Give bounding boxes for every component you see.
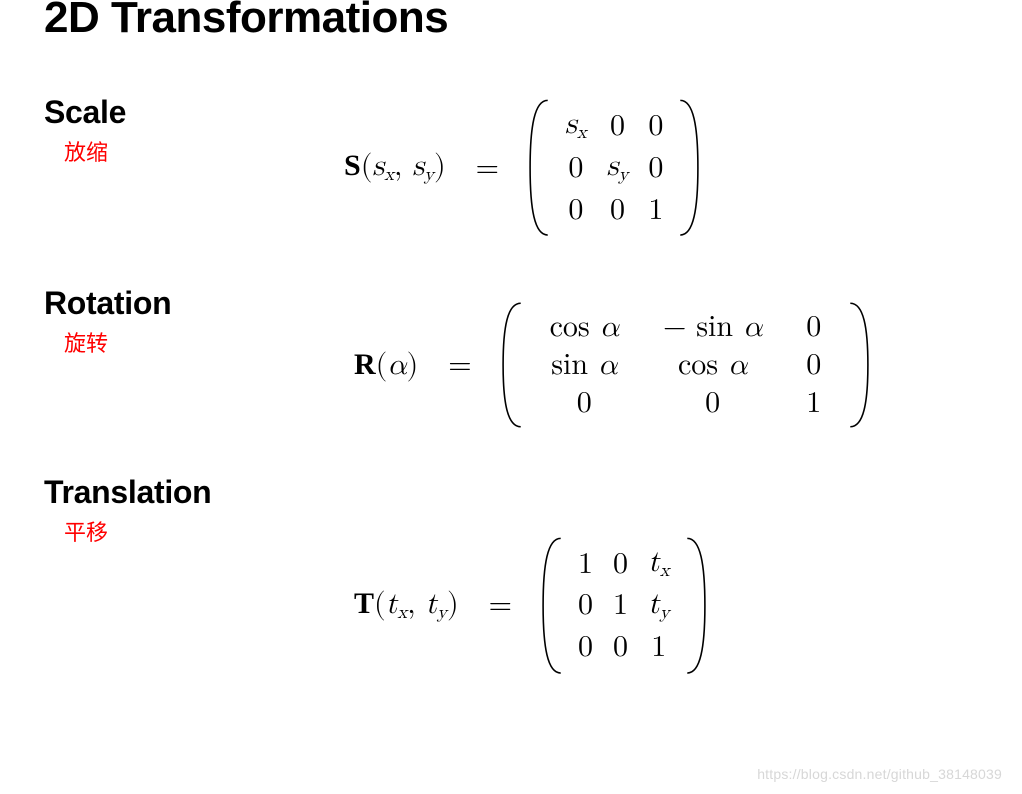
matrix-cell: 1 — [638, 191, 673, 229]
matrix-cell: 0 — [600, 107, 635, 145]
matrix-cell: sy — [597, 147, 639, 189]
function-args: tx, ty — [386, 589, 447, 619]
matrix-cell: 1 — [641, 628, 676, 666]
matrix-cell: 1 — [784, 384, 843, 422]
matrix-grid: cos α− sin α0sin αcos α0001 — [524, 302, 848, 428]
section-annotation: 平移 — [64, 515, 978, 547]
matrix-cell: 0 — [603, 628, 638, 666]
equals-sign: = — [444, 350, 475, 380]
matrix-cell: cos α — [656, 346, 769, 384]
matrix-cell: sin α — [529, 346, 639, 384]
matrix-cell: 0 — [638, 107, 673, 145]
matrix-cell: sx — [555, 105, 597, 147]
section-annotation: 放缩 — [64, 135, 978, 167]
matrix-cell: 0 — [784, 308, 843, 346]
matrix-cell: cos α — [528, 308, 641, 346]
matrix-cell: 0 — [555, 384, 614, 422]
matrix-translation: 10tx01ty001 — [542, 537, 706, 674]
paren-right-icon — [847, 302, 869, 428]
function-lhs: R(α) — [354, 350, 418, 380]
page: 2D Transformations Scale 放缩 S(sx, sy) = … — [0, 0, 1022, 674]
matrix-grid: 10tx01ty001 — [564, 537, 684, 674]
matrix-cell: 1 — [568, 545, 603, 583]
function-symbol: S — [344, 149, 361, 182]
function-lhs: T(tx, ty) — [354, 589, 459, 623]
function-symbol: R — [354, 348, 376, 381]
paren-right-icon — [677, 99, 699, 236]
matrix-cell: 0 — [558, 149, 593, 187]
matrix-cell: 0 — [600, 191, 635, 229]
matrix-cell: 0 — [603, 545, 638, 583]
paren-right-icon — [684, 537, 706, 674]
matrix-cell: ty — [638, 585, 680, 627]
equation-translation: T(tx, ty) = 10tx01ty001 — [354, 537, 978, 674]
function-args: α — [387, 350, 406, 380]
paren-left-icon — [542, 537, 564, 674]
equals-sign: = — [472, 153, 503, 183]
matrix-cell: tx — [638, 543, 680, 585]
watermark: https://blog.csdn.net/github_38148039 — [757, 766, 1002, 782]
page-title: 2D Transformations — [44, 0, 978, 42]
section-scale: Scale 放缩 S(sx, sy) = sx000sy0001 — [44, 94, 978, 236]
matrix-cell: 0 — [568, 628, 603, 666]
paren-left-icon — [502, 302, 524, 428]
matrix-cell: 0 — [568, 586, 603, 624]
matrix-cell: 0 — [638, 149, 673, 187]
section-title: Translation — [44, 474, 978, 511]
function-symbol: T — [354, 587, 374, 620]
matrix-cell: 1 — [603, 586, 638, 624]
section-header: Translation 平移 — [44, 474, 978, 547]
matrix-cell: 0 — [784, 346, 843, 384]
matrix-cell: 0 — [683, 384, 742, 422]
matrix-scale: sx000sy0001 — [529, 99, 699, 236]
equals-sign: = — [485, 590, 516, 620]
paren-left-icon — [529, 99, 551, 236]
section-title: Scale — [44, 94, 978, 131]
section-translation: Translation 平移 T(tx, ty) = 10tx01ty001 — [44, 474, 978, 674]
matrix-rotation: cos α− sin α0sin αcos α0001 — [502, 302, 870, 428]
matrix-cell: 0 — [558, 191, 593, 229]
function-lhs: S(sx, sy) — [344, 151, 446, 185]
section-header: Scale 放缩 — [44, 94, 978, 167]
matrix-grid: sx000sy0001 — [551, 99, 677, 236]
matrix-cell: − sin α — [641, 308, 784, 346]
function-args: sx, sy — [372, 151, 434, 181]
section-rotation: Rotation 旋转 R(α) = cos α− sin α0sin αcos… — [44, 285, 978, 428]
